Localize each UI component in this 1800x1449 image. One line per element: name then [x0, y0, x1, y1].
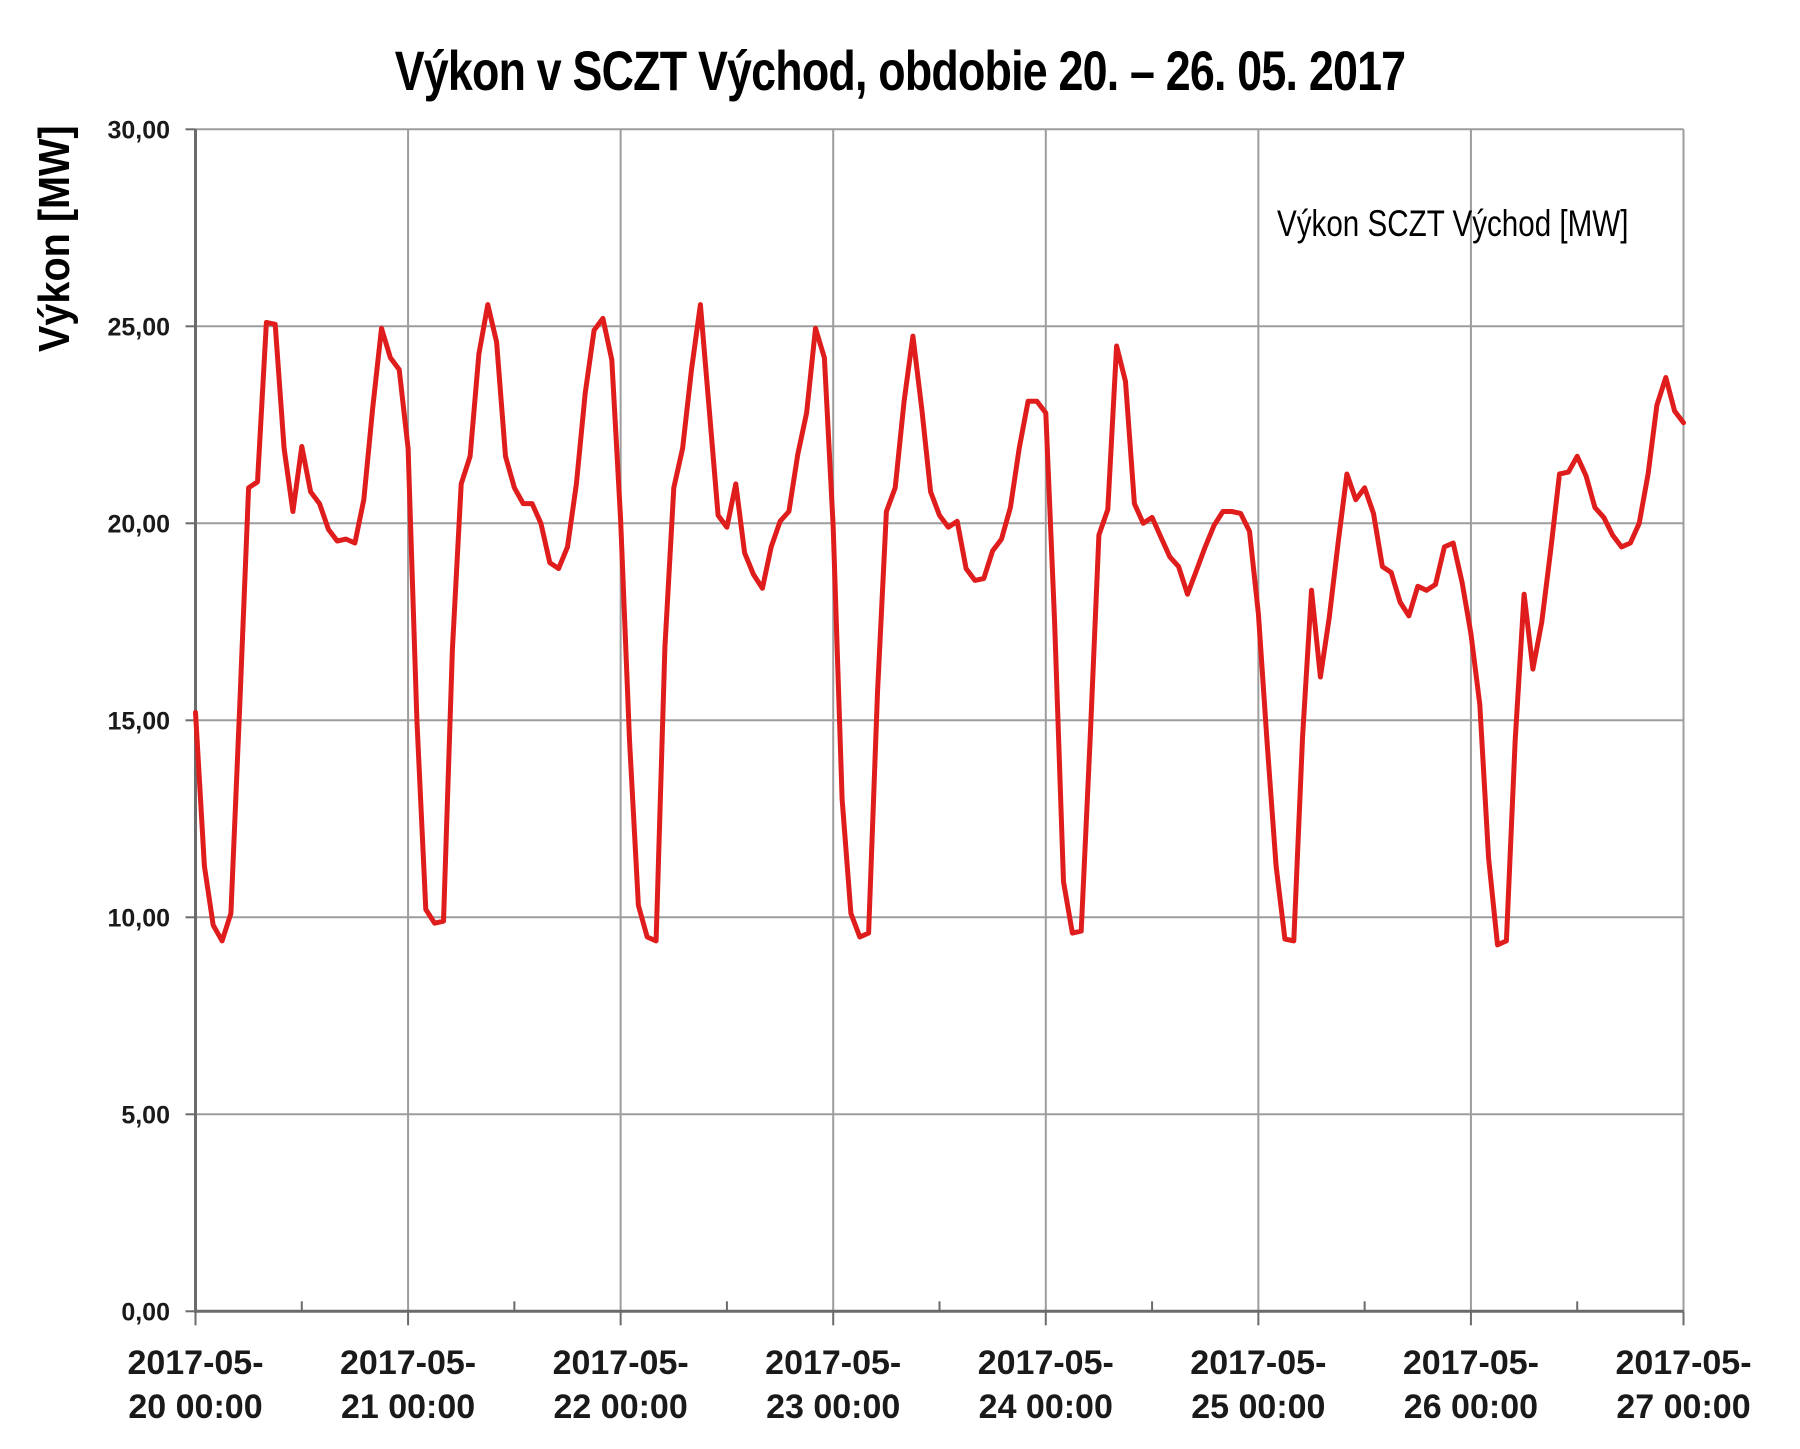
chart-title: Výkon v SCZT Východ, obdobie 20. – 26. 0… [394, 39, 1406, 102]
svg-text:30,00: 30,00 [107, 116, 170, 144]
svg-text:2017-05-: 2017-05- [978, 1344, 1114, 1382]
svg-text:10,00: 10,00 [107, 904, 170, 932]
svg-text:20 00:00: 20 00:00 [128, 1388, 262, 1426]
svg-text:0,00: 0,00 [121, 1298, 170, 1326]
svg-text:25 00:00: 25 00:00 [1191, 1388, 1325, 1426]
legend-label: Výkon SCZT Východ [MW] [1277, 203, 1629, 244]
legend-line-sample [1208, 221, 1272, 228]
svg-text:5,00: 5,00 [121, 1101, 170, 1129]
svg-text:2017-05-: 2017-05- [1615, 1344, 1751, 1382]
svg-text:2017-05-: 2017-05- [1403, 1344, 1539, 1382]
svg-text:15,00: 15,00 [107, 707, 170, 735]
svg-text:22 00:00: 22 00:00 [554, 1388, 688, 1426]
svg-text:2017-05-: 2017-05- [553, 1344, 689, 1382]
svg-text:20,00: 20,00 [107, 510, 170, 538]
svg-text:25,00: 25,00 [107, 313, 170, 341]
svg-text:2017-05-: 2017-05- [127, 1344, 263, 1382]
svg-text:23 00:00: 23 00:00 [766, 1388, 900, 1426]
svg-text:2017-05-: 2017-05- [340, 1344, 476, 1382]
svg-text:2017-05-: 2017-05- [765, 1344, 901, 1382]
legend: Výkon SCZT Východ [MW] [1208, 203, 1716, 245]
svg-text:21 00:00: 21 00:00 [341, 1388, 475, 1426]
svg-text:26 00:00: 26 00:00 [1404, 1388, 1538, 1426]
svg-text:2017-05-: 2017-05- [1190, 1344, 1326, 1382]
svg-text:27 00:00: 27 00:00 [1616, 1388, 1750, 1426]
svg-text:24 00:00: 24 00:00 [979, 1388, 1113, 1426]
